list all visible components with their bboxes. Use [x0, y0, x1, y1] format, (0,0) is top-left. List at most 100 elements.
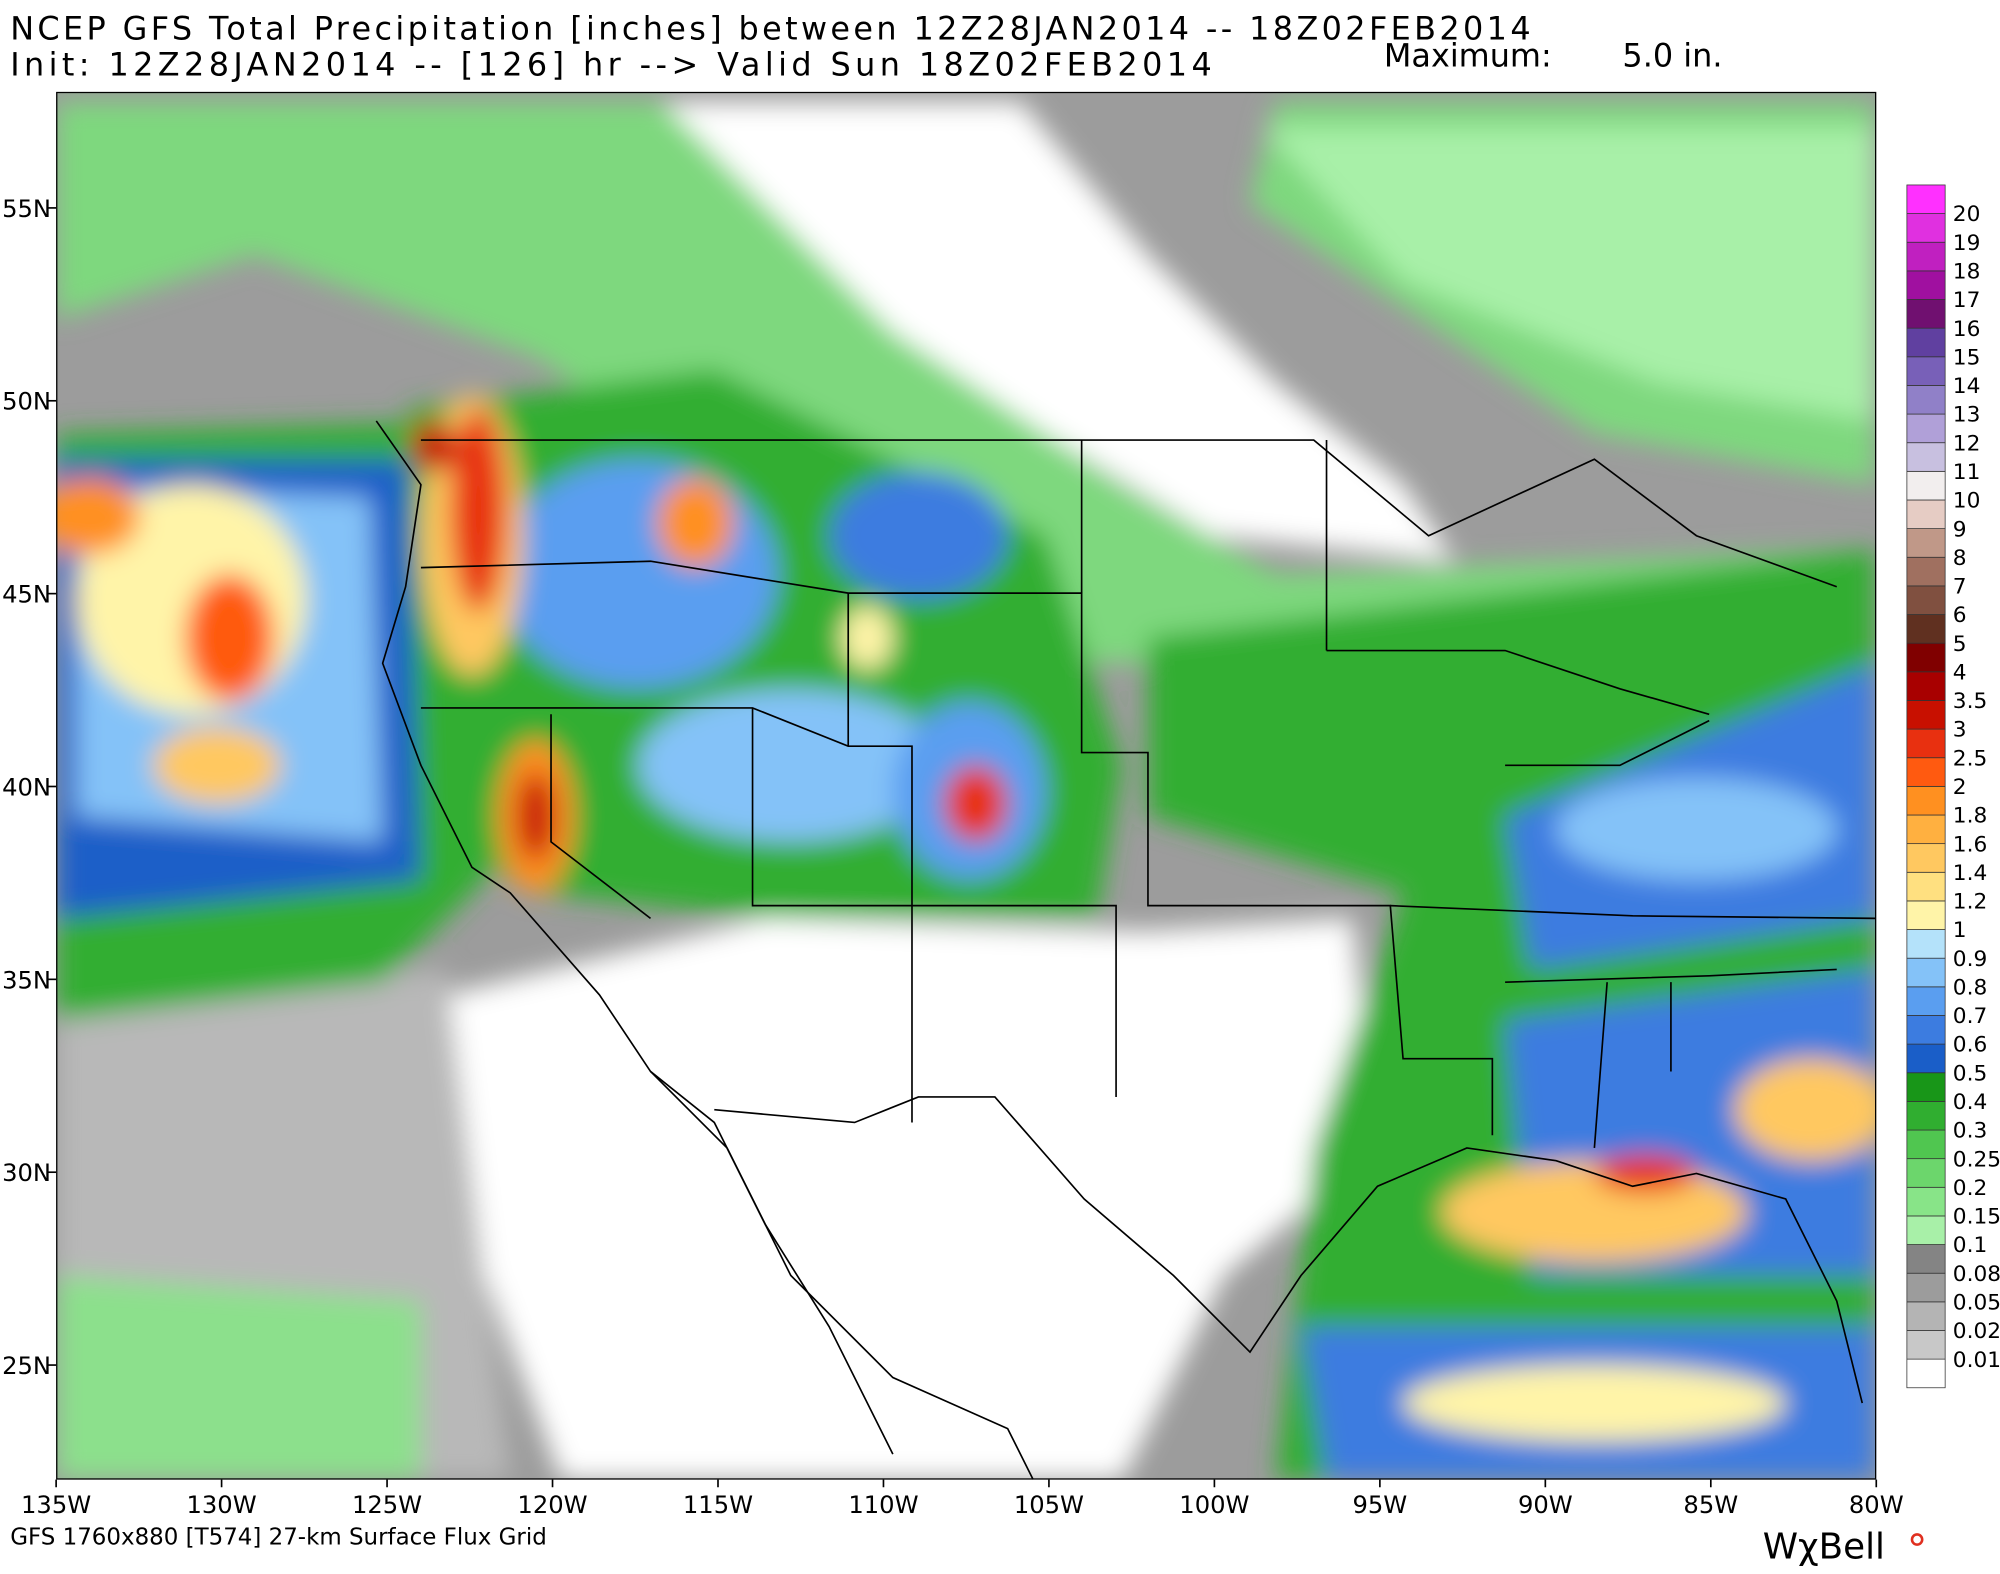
colorbar-label: 0.3: [1953, 1119, 1987, 1144]
colorbar-swatch: [1906, 1101, 1946, 1131]
colorbar-swatch: [1906, 1358, 1946, 1389]
colorbar-label: 1.2: [1953, 890, 1987, 915]
colorbar-label: 0.5: [1953, 1061, 1987, 1086]
colorbar-label: 11: [1953, 460, 1981, 485]
colorbar-swatch: [1906, 1072, 1946, 1102]
title-line-2: Init: 12Z28JAN2014 -- [126] hr --> Valid…: [10, 45, 1212, 83]
colorbar-swatch: [1906, 1215, 1946, 1245]
colorbar-label: 0.7: [1953, 1004, 1987, 1029]
colorbar-swatch: [1906, 785, 1946, 816]
colorbar-swatch: [1906, 1272, 1946, 1303]
colorbar-label: 14: [1953, 374, 1981, 399]
colorbar-swatch: [1906, 957, 1946, 988]
x-tick-label: 80W: [1849, 1491, 1904, 1519]
y-tick-label: 45N: [2, 581, 51, 609]
colorbar-label: 0.25: [1953, 1147, 2000, 1172]
colorbar-swatch: [1906, 671, 1946, 701]
colorbar-label: 0.1: [1953, 1233, 1987, 1258]
colorbar-label: 0.08: [1953, 1262, 2000, 1287]
x-tick-label: 120W: [517, 1491, 587, 1519]
colorbar-swatch: [1906, 1129, 1946, 1160]
colorbar-label: 0.9: [1953, 947, 1987, 972]
colorbar-label: 0.01: [1953, 1348, 2000, 1373]
x-axis: 135W 130W 125W 120W 115W 110W 105W 100W 95W 90W 85…: [21, 1479, 1904, 1519]
colorbar-label: 2.5: [1953, 746, 1987, 771]
x-tick-label: 95W: [1352, 1491, 1407, 1519]
colorbar-swatch: [1906, 241, 1946, 272]
colorbar-label: 2: [1953, 775, 1967, 800]
colorbar-label: 0.15: [1953, 1205, 2000, 1230]
colorbar-label: 0.2: [1953, 1176, 1987, 1201]
colorbar-swatch: [1906, 1158, 1946, 1188]
y-tick-label: 35N: [2, 966, 51, 994]
colorbar-label: 3: [1953, 718, 1967, 743]
x-tick-label: 110W: [848, 1491, 918, 1519]
colorbar-swatch: [1906, 1244, 1946, 1274]
y-axis: 55N 50N 45N 40N 35N 30N 25N: [2, 195, 57, 1380]
precip-shading: [56, 102, 1877, 1480]
colorbar-swatch: [1906, 1186, 1946, 1217]
colorbar-label: 0.8: [1953, 975, 1987, 1000]
precipitation-field: [56, 91, 1877, 1480]
colorbar-swatch: [1906, 327, 1946, 358]
colorbar-label: 6: [1953, 603, 1967, 628]
colorbar-swatch: [1906, 1330, 1946, 1360]
maximum-value: 5.0 in.: [1622, 36, 1722, 74]
colorbar-swatch: [1906, 814, 1946, 845]
colorbar-swatch: [1906, 270, 1946, 300]
colorbar-label: 15: [1953, 345, 1981, 370]
colorbar-label: 13: [1953, 403, 1981, 428]
colorbar-label: 9: [1953, 517, 1967, 542]
colorbar-label: 18: [1953, 260, 1981, 285]
colorbar-label: 1.8: [1953, 804, 1987, 829]
colorbar-swatch: [1906, 728, 1946, 759]
x-tick-label: 115W: [683, 1491, 753, 1519]
colorbar-swatch: [1906, 986, 1946, 1016]
colorbar-swatch: [1906, 213, 1946, 243]
y-tick-label: 25N: [2, 1352, 51, 1380]
y-tick-label: 40N: [2, 773, 51, 801]
colorbar: 20 19 18 17 16 15 14 13 12 11 10 9 8 7 6 5 4 3.5 3 2.5 2 1.8 1…: [1906, 184, 2000, 1389]
x-tick-label: 125W: [352, 1491, 422, 1519]
colorbar-swatch: [1906, 757, 1946, 787]
colorbar-swatch: [1906, 356, 1946, 386]
colorbar-label: 17: [1953, 288, 1981, 313]
x-tick-label: 85W: [1683, 1491, 1738, 1519]
colorbar-swatch: [1906, 929, 1946, 959]
colorbar-swatch: [1906, 642, 1946, 673]
colorbar-swatch: [1906, 1301, 1946, 1331]
colorbar-label: 3.5: [1953, 689, 1987, 714]
y-tick-label: 50N: [2, 388, 51, 416]
colorbar-swatch: [1906, 614, 1946, 644]
colorbar-label: 12: [1953, 431, 1981, 456]
colorbar-label: 4: [1953, 660, 1967, 685]
colorbar-swatch: [1906, 528, 1946, 558]
colorbar-swatch: [1906, 184, 1946, 214]
grid-info: GFS 1760x880 [T574] 27-km Surface Flux G…: [10, 1525, 547, 1551]
colorbar-swatch: [1906, 442, 1946, 472]
x-tick-label: 135W: [21, 1491, 91, 1519]
x-tick-label: 90W: [1518, 1491, 1573, 1519]
colorbar-swatch: [1906, 1015, 1946, 1045]
title-line-1: NCEP GFS Total Precipitation [inches] be…: [10, 10, 1530, 48]
colorbar-swatch: [1906, 585, 1946, 615]
colorbar-label: 0.4: [1953, 1090, 1987, 1115]
colorbar-swatch: [1906, 413, 1946, 444]
colorbar-label: 0.02: [1953, 1319, 2000, 1344]
borders: [375, 420, 1876, 1480]
y-tick-label: 30N: [2, 1159, 51, 1187]
maximum-label: Maximum:: [1384, 36, 1552, 74]
colorbar-swatch: [1906, 1043, 1946, 1074]
colorbar-label: 1.6: [1953, 832, 1987, 857]
colorbar-label: 1.4: [1953, 861, 1987, 886]
logo: WχBell: [1763, 1527, 1885, 1568]
x-tick-label: 130W: [186, 1491, 256, 1519]
colorbar-swatch: [1906, 299, 1946, 329]
colorbar-label: 8: [1953, 546, 1967, 571]
colorbar-swatch: [1906, 700, 1946, 730]
colorbar-swatch: [1906, 843, 1946, 873]
colorbar-swatch: [1906, 900, 1946, 930]
colorbar-swatch: [1906, 499, 1946, 530]
